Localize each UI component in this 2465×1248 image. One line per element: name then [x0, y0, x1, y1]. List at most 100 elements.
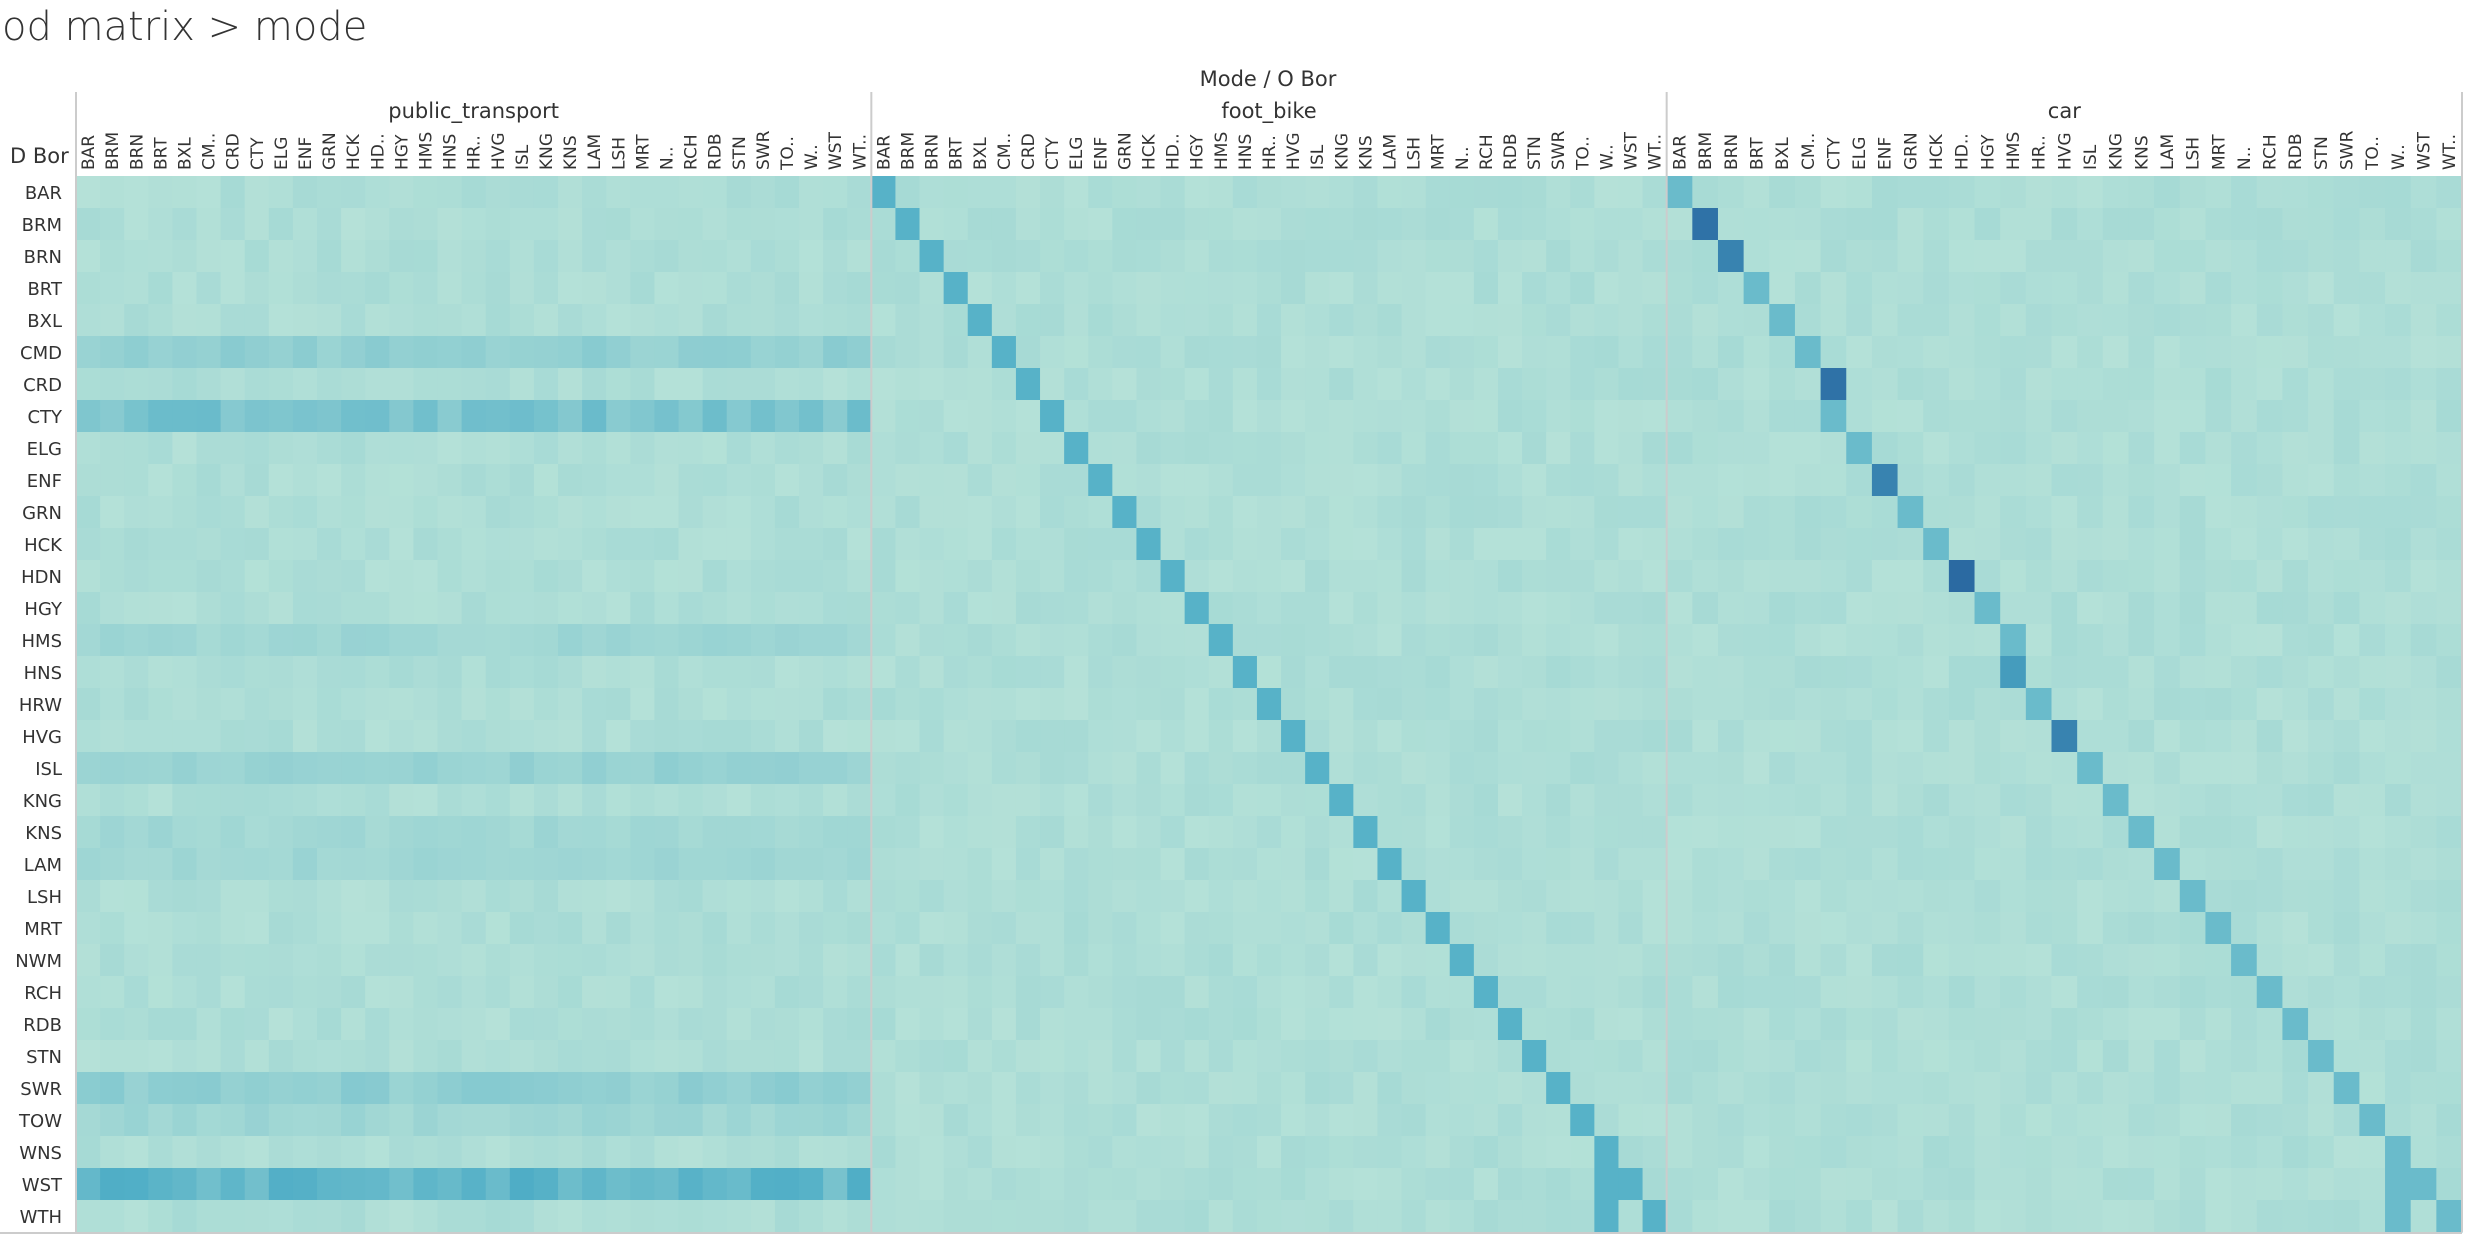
heatmap-cell [1497, 880, 1523, 913]
heatmap-cell [774, 1104, 800, 1137]
heatmap-cell [774, 848, 800, 881]
heatmap-cell [1570, 688, 1595, 721]
heatmap-cell [943, 464, 969, 497]
heatmap-cell [365, 528, 390, 561]
heatmap-cell [1256, 944, 1282, 977]
heatmap-cell [1401, 784, 1427, 817]
heatmap-cell [2308, 1040, 2335, 1073]
heatmap-cell [1040, 1200, 1065, 1233]
heatmap-cell [2051, 496, 2078, 529]
heatmap-cell [1794, 272, 1822, 305]
heatmap-cell [2308, 720, 2335, 753]
heatmap-cell [533, 1136, 559, 1169]
row-label: HDN [21, 567, 62, 588]
heatmap-cell [1305, 368, 1330, 401]
heatmap-cell [389, 784, 415, 817]
heatmap-cell [2385, 1168, 2412, 1201]
heatmap-cell [1208, 272, 1234, 305]
heatmap-cell [172, 1200, 198, 1233]
heatmap-cell [1846, 528, 1873, 561]
heatmap-cell [148, 752, 174, 785]
heatmap-cell [1618, 560, 1644, 593]
heatmap-cell [1329, 784, 1354, 817]
heatmap-cell [1401, 304, 1427, 337]
heatmap-cell [2128, 752, 2155, 785]
heatmap-cell [1820, 336, 1847, 369]
row-label: LAM [24, 855, 62, 876]
heatmap-cell [1160, 560, 1186, 593]
heatmap-cell [196, 240, 222, 273]
heatmap-cell [2385, 496, 2412, 529]
heatmap-cell [1692, 208, 1719, 241]
heatmap-cell [268, 400, 294, 433]
heatmap-cell [389, 752, 415, 785]
heatmap-cell [1594, 944, 1620, 977]
heatmap-cell [1794, 464, 1822, 497]
heatmap-cell [1064, 1104, 1089, 1137]
heatmap-cell [967, 1104, 993, 1137]
heatmap-cell [1871, 688, 1899, 721]
heatmap-cell [1329, 272, 1354, 305]
heatmap-cell [2436, 1008, 2463, 1041]
heatmap-cell [1281, 624, 1306, 657]
heatmap-cell [172, 272, 198, 305]
heatmap-cell [2102, 240, 2130, 273]
heatmap-cell [1401, 592, 1427, 625]
heatmap-cell [967, 208, 993, 241]
heatmap-cell [509, 1040, 535, 1073]
heatmap-cell [509, 624, 535, 657]
heatmap-cell [2025, 272, 2053, 305]
heatmap-cell [413, 720, 439, 753]
heatmap-cell [919, 752, 945, 785]
heatmap-cell [2179, 880, 2207, 913]
heatmap-cell [1546, 176, 1571, 209]
heatmap-cell [1594, 656, 1620, 689]
heatmap-cell [2154, 688, 2181, 721]
heatmap-cell [1088, 816, 1113, 849]
heatmap-cell [1974, 1008, 2001, 1041]
heatmap-cell [1377, 560, 1403, 593]
heatmap-cell [2282, 1104, 2309, 1137]
heatmap-cell [365, 368, 390, 401]
heatmap-cell [244, 1168, 270, 1201]
heatmap-cell [1015, 784, 1041, 817]
heatmap-cell [1160, 240, 1186, 273]
heatmap-cell [389, 688, 415, 721]
heatmap-cell [1743, 784, 1770, 817]
heatmap-cell [1064, 272, 1089, 305]
heatmap-cell [365, 464, 390, 497]
heatmap-cell [148, 1072, 174, 1105]
heatmap-cell [678, 944, 704, 977]
heatmap-cell [678, 784, 704, 817]
heatmap-cell [76, 1008, 101, 1041]
heatmap-cell [389, 912, 415, 945]
heatmap-cell [2179, 368, 2207, 401]
heatmap-cell [582, 1008, 607, 1041]
heatmap-cell [1570, 720, 1595, 753]
heatmap-cell [606, 1136, 631, 1169]
heatmap-cell [774, 944, 800, 977]
heatmap-cell [895, 1168, 921, 1201]
heatmap-cell [413, 976, 439, 1009]
column-label: RDB [706, 133, 726, 170]
heatmap-cell [2154, 464, 2181, 497]
heatmap-cell [196, 336, 222, 369]
heatmap-cell [172, 496, 198, 529]
heatmap-cell [220, 656, 246, 689]
heatmap-cell [823, 240, 848, 273]
heatmap-cell [630, 496, 656, 529]
heatmap-cell [2410, 976, 2437, 1009]
heatmap-cell [1064, 1008, 1089, 1041]
heatmap-cell [1473, 976, 1499, 1009]
heatmap-cell [1305, 464, 1330, 497]
heatmap-cell [1064, 848, 1089, 881]
heatmap-cell [2282, 656, 2309, 689]
heatmap-cell [76, 1040, 101, 1073]
heatmap-cell [1015, 880, 1041, 913]
heatmap-cell [292, 912, 318, 945]
heatmap-cell [1136, 848, 1162, 881]
heatmap-cell [558, 368, 583, 401]
heatmap-cell [1794, 1072, 1822, 1105]
heatmap-cell [895, 1136, 921, 1169]
heatmap-cell [2205, 1072, 2232, 1105]
